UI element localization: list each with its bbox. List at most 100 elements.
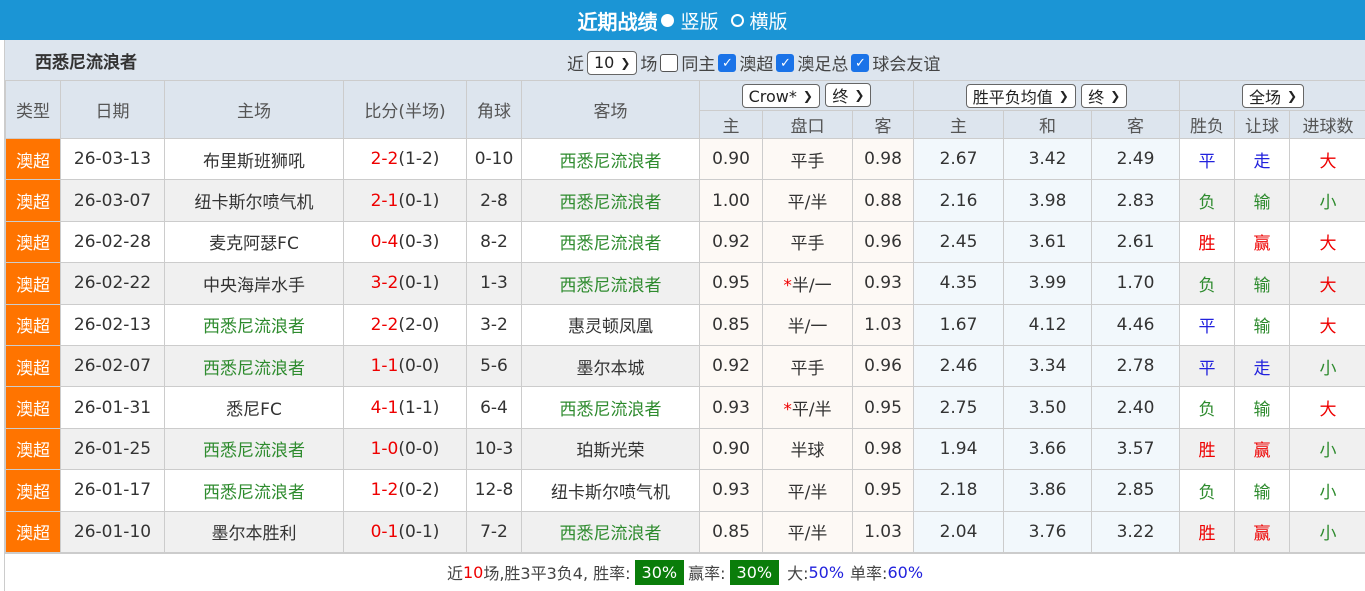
score[interactable]: 0-4(0-3) bbox=[344, 221, 467, 262]
score[interactable]: 2-2(1-2) bbox=[344, 139, 467, 180]
league-badge[interactable]: 澳超 bbox=[6, 304, 61, 345]
handicap-line: 平手 bbox=[763, 221, 853, 262]
league-badge[interactable]: 澳超 bbox=[6, 511, 61, 552]
home-team[interactable]: 布里斯班狮吼 bbox=[165, 139, 344, 180]
table-row: 澳超 26-02-07 西悉尼流浪者 1-1(0-0) 5-6 墨尔本城 0.9… bbox=[6, 345, 1365, 386]
asian-away: 0.96 bbox=[853, 221, 914, 262]
euro-home: 2.67 bbox=[914, 139, 1004, 180]
score[interactable]: 1-0(0-0) bbox=[344, 428, 467, 469]
away-team[interactable]: 西悉尼流浪者 bbox=[522, 387, 700, 428]
league-badge[interactable]: 澳超 bbox=[6, 221, 61, 262]
league-checkbox[interactable]: ✓ bbox=[851, 54, 869, 72]
result-scope-select[interactable]: 全场❯ bbox=[1242, 84, 1304, 108]
col-corner: 角球 bbox=[467, 81, 522, 139]
result: 平 bbox=[1180, 345, 1235, 386]
handicap-line: 半球 bbox=[763, 428, 853, 469]
subcol: 胜负 bbox=[1180, 111, 1235, 139]
score[interactable]: 2-1(0-1) bbox=[344, 180, 467, 221]
home-team[interactable]: 悉尼FC bbox=[165, 387, 344, 428]
subcol: 客 bbox=[1092, 111, 1180, 139]
euro-away: 2.40 bbox=[1092, 387, 1180, 428]
score[interactable]: 4-1(1-1) bbox=[344, 387, 467, 428]
league-badge[interactable]: 澳超 bbox=[6, 180, 61, 221]
win-rate: 30% bbox=[635, 560, 685, 585]
asian-home: 0.92 bbox=[700, 221, 763, 262]
league-badge[interactable]: 澳超 bbox=[6, 263, 61, 304]
asian-away: 0.98 bbox=[853, 428, 914, 469]
league-badge[interactable]: 澳超 bbox=[6, 387, 61, 428]
home-team[interactable]: 西悉尼流浪者 bbox=[165, 470, 344, 511]
score[interactable]: 2-2(2-0) bbox=[344, 304, 467, 345]
radio-horizontal[interactable] bbox=[731, 14, 744, 27]
euro-away: 3.22 bbox=[1092, 511, 1180, 552]
away-team[interactable]: 珀斯光荣 bbox=[522, 428, 700, 469]
section-header: 近期战绩 竖版 横版 bbox=[0, 0, 1365, 40]
asian-away: 0.93 bbox=[853, 263, 914, 304]
euro-away: 2.85 bbox=[1092, 470, 1180, 511]
league-label: 澳足总 bbox=[797, 50, 848, 75]
away-team[interactable]: 西悉尼流浪者 bbox=[522, 180, 700, 221]
subcol: 客 bbox=[853, 111, 914, 139]
home-team[interactable]: 麦克阿瑟FC bbox=[165, 221, 344, 262]
league-label: 球会友谊 bbox=[872, 50, 940, 75]
euro-stage-select[interactable]: 终❯ bbox=[1081, 84, 1127, 108]
away-team[interactable]: 西悉尼流浪者 bbox=[522, 221, 700, 262]
table-row: 澳超 26-03-07 纽卡斯尔喷气机 2-1(0-1) 2-8 西悉尼流浪者 … bbox=[6, 180, 1365, 221]
home-team[interactable]: 纽卡斯尔喷气机 bbox=[165, 180, 344, 221]
away-team[interactable]: 西悉尼流浪者 bbox=[522, 139, 700, 180]
league-checkbox[interactable]: ✓ bbox=[718, 54, 736, 72]
asian-away: 1.03 bbox=[853, 511, 914, 552]
home-team[interactable]: 中央海岸水手 bbox=[165, 263, 344, 304]
league-badge[interactable]: 澳超 bbox=[6, 345, 61, 386]
asian-home: 0.95 bbox=[700, 263, 763, 304]
result: 负 bbox=[1180, 470, 1235, 511]
handicap-line: 半/一 bbox=[763, 304, 853, 345]
league-badge[interactable]: 澳超 bbox=[6, 470, 61, 511]
euro-draw: 3.34 bbox=[1004, 345, 1092, 386]
league-checkbox[interactable]: ✓ bbox=[776, 54, 794, 72]
asian-home: 0.90 bbox=[700, 428, 763, 469]
result: 胜 bbox=[1180, 511, 1235, 552]
handicap-result: 走 bbox=[1235, 139, 1290, 180]
over-under: 小 bbox=[1290, 470, 1365, 511]
euro-home: 2.46 bbox=[914, 345, 1004, 386]
date: 26-02-07 bbox=[61, 345, 165, 386]
asian-stage-select[interactable]: 终❯ bbox=[825, 83, 871, 107]
subcol: 主 bbox=[700, 111, 763, 139]
handicap-result: 输 bbox=[1235, 470, 1290, 511]
euro-away: 3.57 bbox=[1092, 428, 1180, 469]
corners: 3-2 bbox=[467, 304, 522, 345]
results-table: 类型 日期 主场 比分(半场) 角球 客场 Crow*❯ 终❯ 胜平负均值❯ 终… bbox=[5, 80, 1365, 553]
same-home-checkbox[interactable] bbox=[660, 54, 678, 72]
league-badge[interactable]: 澳超 bbox=[6, 139, 61, 180]
score[interactable]: 1-1(0-0) bbox=[344, 345, 467, 386]
score[interactable]: 0-1(0-1) bbox=[344, 511, 467, 552]
handicap-result: 输 bbox=[1235, 263, 1290, 304]
euro-type-select[interactable]: 胜平负均值❯ bbox=[966, 84, 1076, 108]
asian-home: 0.93 bbox=[700, 470, 763, 511]
home-team[interactable]: 墨尔本胜利 bbox=[165, 511, 344, 552]
away-team[interactable]: 纽卡斯尔喷气机 bbox=[522, 470, 700, 511]
score[interactable]: 3-2(0-1) bbox=[344, 263, 467, 304]
home-team[interactable]: 西悉尼流浪者 bbox=[165, 428, 344, 469]
home-team[interactable]: 西悉尼流浪者 bbox=[165, 345, 344, 386]
asian-home: 0.85 bbox=[700, 511, 763, 552]
count-select[interactable]: 10❯ bbox=[587, 51, 637, 75]
radio-vertical[interactable] bbox=[661, 14, 674, 27]
corners: 0-10 bbox=[467, 139, 522, 180]
euro-draw: 3.86 bbox=[1004, 470, 1092, 511]
euro-home: 1.67 bbox=[914, 304, 1004, 345]
away-team[interactable]: 西悉尼流浪者 bbox=[522, 263, 700, 304]
away-team[interactable]: 西悉尼流浪者 bbox=[522, 511, 700, 552]
league-badge[interactable]: 澳超 bbox=[6, 428, 61, 469]
score[interactable]: 1-2(0-2) bbox=[344, 470, 467, 511]
radio-vertical-label[interactable]: 竖版 bbox=[680, 7, 718, 34]
handicap-result: 输 bbox=[1235, 387, 1290, 428]
handicap-result: 赢 bbox=[1235, 428, 1290, 469]
asian-company-select[interactable]: Crow*❯ bbox=[742, 84, 820, 108]
radio-horizontal-label[interactable]: 横版 bbox=[750, 7, 788, 34]
col-type: 类型 bbox=[6, 81, 61, 139]
away-team[interactable]: 惠灵顿凤凰 bbox=[522, 304, 700, 345]
away-team[interactable]: 墨尔本城 bbox=[522, 345, 700, 386]
home-team[interactable]: 西悉尼流浪者 bbox=[165, 304, 344, 345]
